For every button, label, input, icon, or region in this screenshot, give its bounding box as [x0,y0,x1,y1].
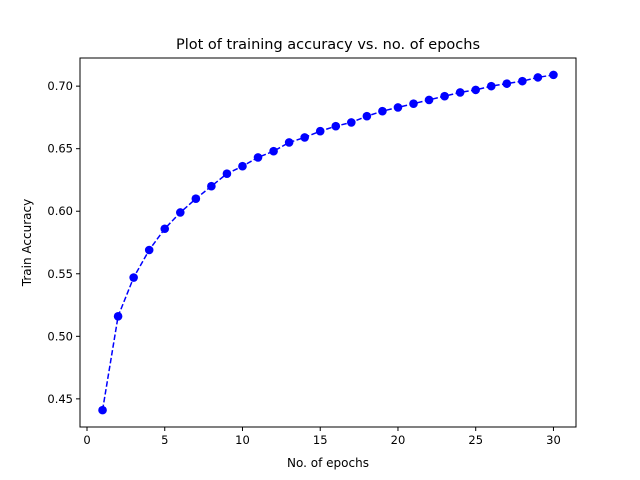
x-axis-label: No. of epochs [287,456,369,470]
data-point [549,70,558,80]
data-point [409,99,418,108]
data-point [222,169,232,179]
plot-frame [79,57,577,428]
x-tick-label: 0 [83,433,90,447]
x-tick-label: 10 [235,433,250,447]
data-point [331,121,341,131]
data-point [533,73,543,82]
data-point [253,153,263,162]
series-line [101,74,554,411]
data-point [98,405,107,415]
data-point [191,194,201,204]
data-point [315,126,325,136]
data-point [378,106,387,116]
data-point [284,138,294,147]
data-point [238,161,247,171]
y-axis: 0.45 0.50 0.55 0.60 0.65 0.70 [47,79,80,406]
y-tick-label: 0.45 [47,392,73,406]
chart-title: Plot of training accuracy vs. no. of epo… [176,37,480,53]
data-point [175,208,185,217]
series-train-accuracy [98,70,558,415]
x-tick-label: 30 [546,433,561,447]
data-point [300,133,309,142]
data-point [113,312,123,321]
x-tick-label: 20 [391,433,406,447]
data-point [207,181,216,191]
data-point [518,76,527,86]
data-point [269,146,278,156]
data-point [455,88,465,97]
data-point [471,85,481,95]
data-point [129,273,138,282]
data-point [486,81,496,91]
data-point [502,79,512,88]
x-tick-label: 15 [313,433,328,447]
y-tick-label: 0.55 [47,267,73,281]
data-point [362,111,372,121]
y-axis-label: Train Accuracy [20,199,34,287]
data-point [347,118,356,127]
plot-area [79,57,577,428]
x-tick-label: 25 [468,433,483,447]
y-tick-label: 0.50 [47,329,73,343]
data-point [160,224,170,234]
y-tick-label: 0.65 [47,142,73,156]
x-axis: 0 5 10 15 20 25 30 [83,427,561,447]
data-point [393,103,403,112]
data-point [144,245,154,255]
y-tick-label: 0.70 [47,79,73,93]
y-tick-label: 0.60 [47,204,73,218]
data-point [424,95,434,105]
data-point [440,91,449,101]
x-tick-label: 5 [161,433,168,447]
